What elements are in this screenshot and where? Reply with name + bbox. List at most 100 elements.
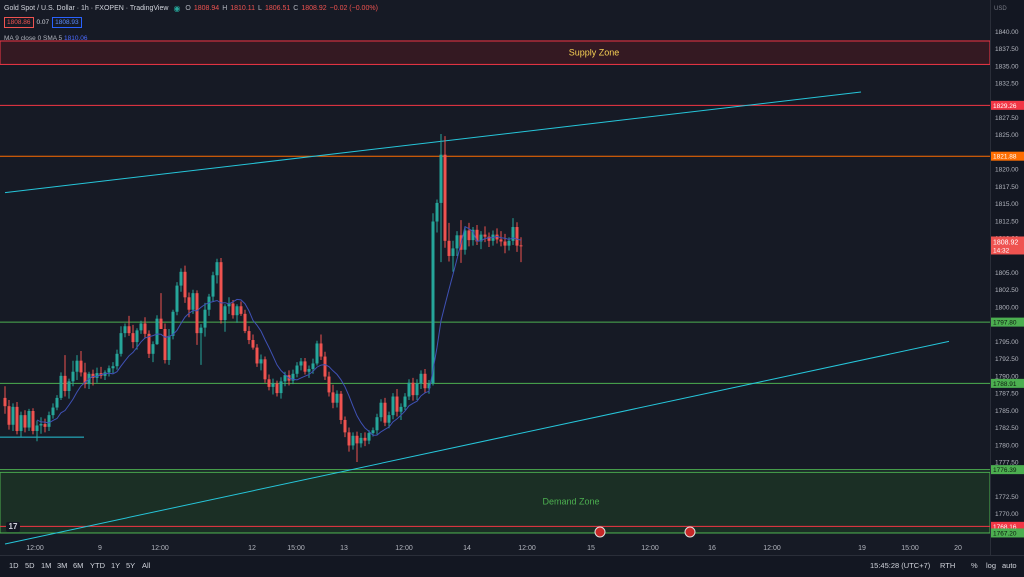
- candle-body: [363, 437, 367, 441]
- candle-body: [167, 335, 171, 361]
- range-button-5d[interactable]: 5D: [25, 561, 35, 570]
- candle-body: [219, 262, 223, 321]
- range-button-3m[interactable]: 3M: [57, 561, 68, 570]
- candle-body: [71, 371, 75, 382]
- time-tick: 12:00: [26, 545, 44, 552]
- symbol-legend: Gold Spot / U.S. Dollar · 1h · FXOPEN · …: [4, 4, 378, 13]
- candle-body: [147, 333, 151, 354]
- symbol-title[interactable]: Gold Spot / U.S. Dollar · 1h · FXOPEN · …: [4, 5, 169, 12]
- time-tick: 16: [708, 545, 716, 552]
- session-button[interactable]: RTH: [940, 561, 956, 570]
- candle-body: [435, 202, 439, 222]
- supply-zone: [0, 40, 990, 65]
- buy-button[interactable]: 1808.93: [52, 17, 82, 28]
- price-tick: 1790.00: [995, 373, 1019, 380]
- candle-body: [511, 227, 515, 241]
- candle-body: [339, 393, 343, 420]
- candle-body: [243, 313, 247, 332]
- time-tick: 12:00: [395, 545, 413, 552]
- candle-body: [203, 309, 207, 328]
- range-button-1d[interactable]: 1D: [9, 561, 19, 570]
- candle-body: [307, 368, 311, 372]
- price-tick: 1802.50: [995, 287, 1019, 294]
- candle-body: [375, 417, 379, 431]
- price-tick: 1805.00: [995, 270, 1019, 277]
- price-axis[interactable]: 1840.00 1837.50 1835.00 1832.50 1827.50 1825.…: [990, 0, 1024, 555]
- trendline-1: [4, 340, 950, 545]
- demand-zone: [0, 471, 990, 534]
- indicator-legend[interactable]: MA 9 close 0 SMA 5 1810.06: [4, 35, 87, 42]
- level-price-tag: [991, 528, 1024, 538]
- candle-body: [43, 424, 47, 427]
- candle-body: [507, 240, 511, 246]
- candle-body: [295, 365, 299, 374]
- candle-body: [231, 303, 235, 316]
- tradingview-logo-icon[interactable]: 17: [6, 522, 20, 532]
- candle-body: [475, 229, 479, 242]
- candle-body: [371, 430, 375, 434]
- candle-body: [183, 271, 187, 298]
- time-tick: 9: [98, 545, 102, 552]
- candle-body: [303, 361, 307, 372]
- range-button-5y[interactable]: 5Y: [126, 561, 136, 570]
- eye-icon[interactable]: ◉: [173, 4, 181, 13]
- range-button-1m[interactable]: 1M: [41, 561, 52, 570]
- candle-body: [31, 410, 35, 431]
- candle-body: [215, 262, 219, 276]
- candle-body: [59, 375, 63, 398]
- price-axis-scale: 1840.00 1837.50 1835.00 1832.50 1827.50 1825.…: [991, 29, 1024, 538]
- sell-button[interactable]: 1808.86: [4, 17, 34, 28]
- candle-body: [479, 234, 483, 242]
- candle-body: [331, 392, 335, 403]
- candle-body: [403, 396, 407, 407]
- candle-body: [335, 393, 339, 403]
- indicator-value: 1810.06: [63, 35, 88, 42]
- candle-body: [195, 293, 199, 334]
- candle-body: [431, 221, 435, 384]
- candle-body: [171, 311, 175, 336]
- candle-body: [15, 406, 19, 431]
- range-button-all[interactable]: All: [142, 561, 151, 570]
- candle-body: [283, 375, 287, 382]
- countdown-label: 14:32: [993, 247, 1010, 254]
- time-tick: 12:00: [151, 545, 169, 552]
- candle-body: [11, 406, 15, 425]
- candle-body: [63, 375, 67, 392]
- range-button-ytd[interactable]: YTD: [90, 561, 105, 570]
- candle-body: [299, 361, 303, 366]
- chart-pane[interactable]: Supply Zone Demand Zone 12:00 9 12:00 12 15:00…: [0, 0, 990, 555]
- range-button-6m[interactable]: 6M: [73, 561, 84, 570]
- candle-body: [487, 236, 491, 241]
- level-price-tag: [991, 521, 1024, 531]
- candle-body: [131, 333, 135, 343]
- supply-zone-label: Supply Zone: [569, 48, 620, 58]
- price-chart[interactable]: Supply Zone Demand Zone 12:00 9 12:00 12 15:00…: [0, 0, 990, 555]
- price-tick: 1780.00: [995, 442, 1019, 449]
- candle-body: [455, 235, 459, 249]
- clock[interactable]: 15:45:28 (UTC+7): [870, 561, 931, 570]
- level-price-label: 1767.20: [993, 530, 1017, 537]
- time-tick: 13: [340, 545, 348, 552]
- candle-body: [75, 360, 79, 372]
- candle-body: [407, 382, 411, 397]
- price-tick: 1787.50: [995, 391, 1019, 398]
- low-value: 1806.51: [264, 5, 291, 12]
- price-tick: 1777.50: [995, 459, 1019, 466]
- candle-body: [27, 410, 31, 428]
- candle-body: [251, 340, 255, 348]
- log-toggle[interactable]: log: [986, 561, 997, 570]
- candle-body: [395, 396, 399, 412]
- range-button-1y[interactable]: 1Y: [111, 561, 121, 570]
- candle-body: [419, 373, 423, 384]
- price-tick: 1772.50: [995, 494, 1019, 501]
- change-value: −0.02 (−0.00%): [329, 5, 378, 12]
- candle-body: [127, 326, 131, 334]
- candle-body: [235, 306, 239, 316]
- level-price-tag: [991, 100, 1024, 110]
- time-tick: 20: [954, 545, 962, 552]
- candle-body: [47, 415, 51, 427]
- percent-toggle[interactable]: %: [971, 561, 978, 570]
- auto-toggle[interactable]: auto: [1002, 561, 1017, 570]
- candle-body: [515, 227, 519, 246]
- level-price-tag: [991, 317, 1024, 327]
